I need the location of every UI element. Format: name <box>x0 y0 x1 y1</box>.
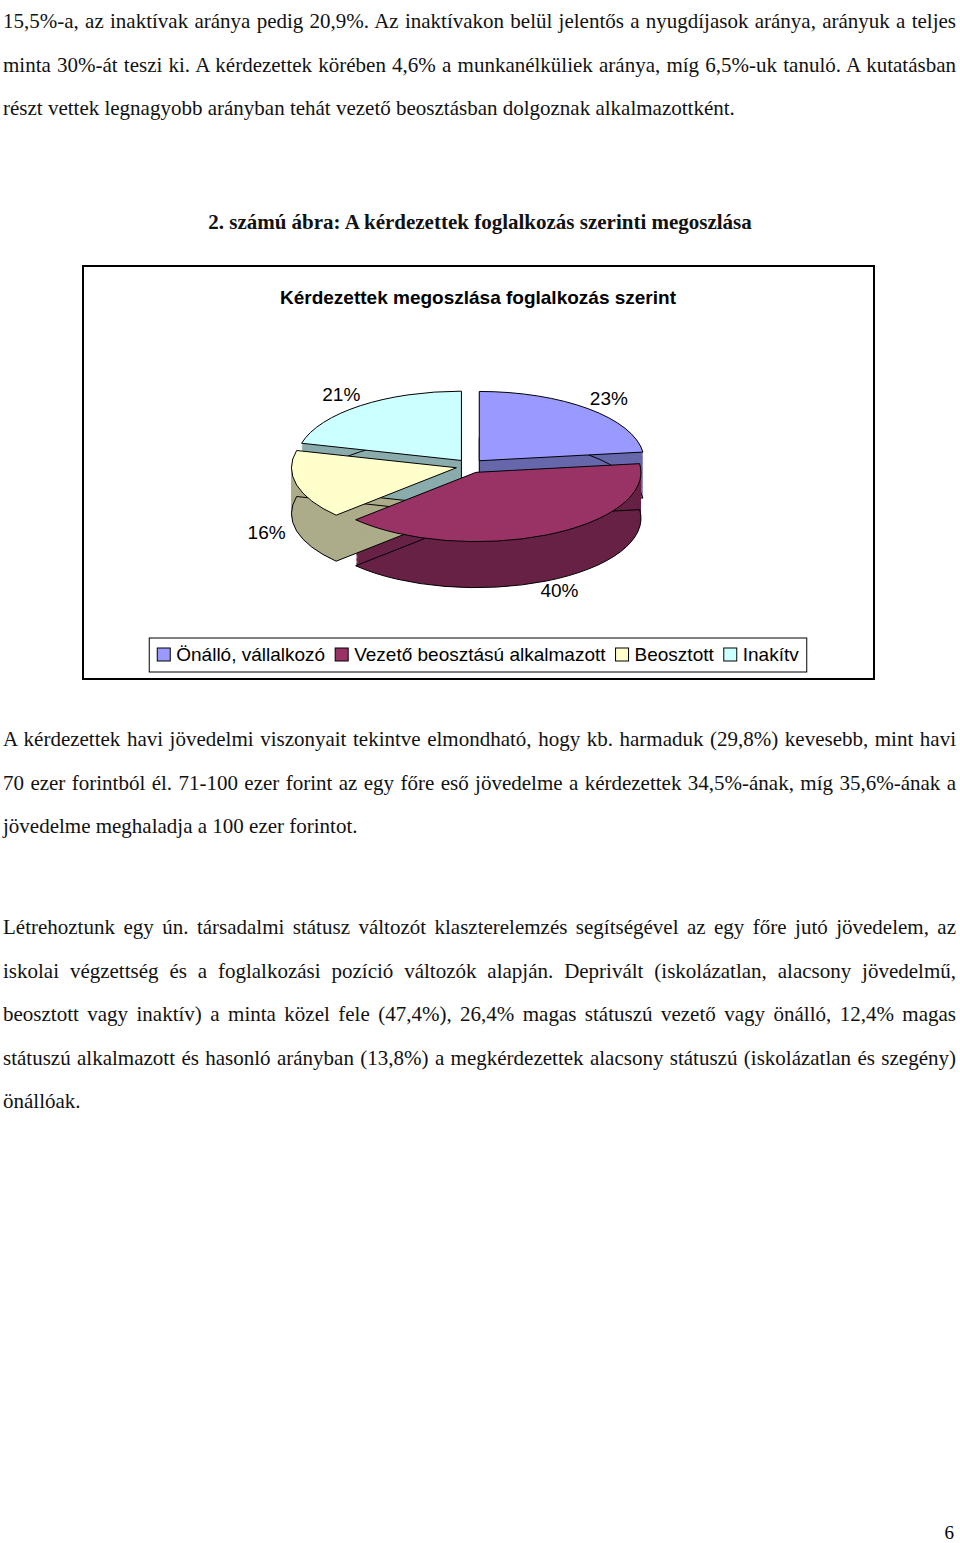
paragraph: 15,5%-a, az inaktívak aránya pedig 20,9%… <box>3 0 956 131</box>
data-label: 40% <box>540 580 578 601</box>
legend-label: Önálló, vállalkozó <box>176 644 325 665</box>
paragraph: A kérdezettek havi jövedelmi viszonyait … <box>3 718 956 849</box>
legend-label: Beosztott <box>635 644 715 665</box>
page-number: 6 <box>945 1522 955 1543</box>
legend-swatch <box>616 648 629 661</box>
legend-swatch <box>335 648 348 661</box>
data-label: 21% <box>322 384 360 405</box>
data-label: 23% <box>590 388 628 409</box>
chart-frame <box>83 266 874 679</box>
figure-caption: 2. számú ábra: A kérdezettek foglalkozás… <box>0 210 960 235</box>
slice <box>291 451 456 516</box>
chart: Kérdezettek megoszlása foglalkozás szeri… <box>0 0 960 1543</box>
legend: Önálló, vállalkozó Vezető beosztású alkal… <box>149 638 807 672</box>
legend-swatch <box>157 648 170 661</box>
legend-label: Inakítv <box>743 644 799 665</box>
paragraph: Létrehoztunk egy ún. társadalmi státusz … <box>3 906 956 1124</box>
pie <box>291 391 643 587</box>
legend-swatch <box>724 648 737 661</box>
data-label: 16% <box>248 522 286 543</box>
chart-title: Kérdezettek megoszlása foglalkozás szeri… <box>280 287 677 308</box>
legend-label: Vezető beosztású alkalmazott <box>354 644 606 665</box>
legend-frame <box>149 638 807 672</box>
